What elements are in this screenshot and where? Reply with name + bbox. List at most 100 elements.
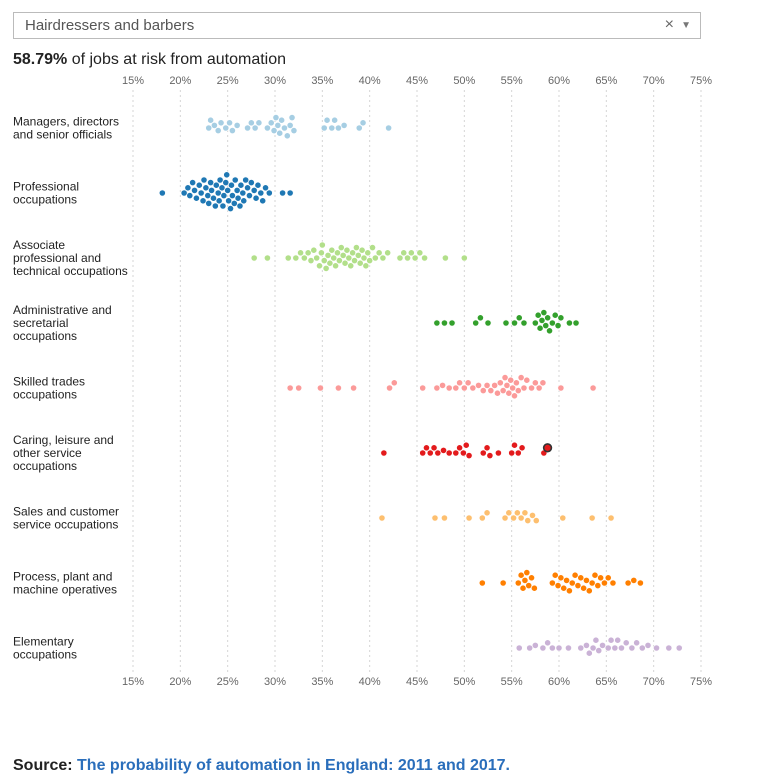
data-point[interactable]	[548, 644, 556, 652]
data-point[interactable]	[517, 514, 525, 522]
data-point[interactable]	[247, 119, 255, 127]
data-point[interactable]	[251, 124, 259, 132]
data-point[interactable]	[496, 379, 504, 387]
data-point[interactable]	[624, 579, 632, 587]
data-point[interactable]	[244, 124, 251, 132]
data-point[interactable]	[483, 444, 491, 452]
data-point[interactable]	[335, 257, 343, 264]
data-point[interactable]	[288, 114, 296, 121]
data-point[interactable]	[286, 189, 294, 197]
data-point[interactable]	[513, 509, 521, 517]
data-point[interactable]	[511, 392, 518, 400]
data-point[interactable]	[423, 444, 430, 452]
data-point[interactable]	[281, 124, 288, 132]
data-point[interactable]	[349, 249, 357, 257]
data-point[interactable]	[276, 129, 284, 137]
data-point[interactable]	[272, 114, 280, 121]
data-point[interactable]	[515, 644, 523, 652]
data-point[interactable]	[479, 387, 487, 394]
data-point[interactable]	[214, 127, 222, 134]
data-point[interactable]	[557, 574, 565, 582]
data-point[interactable]	[340, 122, 348, 129]
data-point[interactable]	[326, 259, 334, 267]
data-point[interactable]	[197, 189, 205, 197]
data-point[interactable]	[591, 571, 599, 579]
data-point[interactable]	[371, 254, 379, 262]
data-point[interactable]	[343, 246, 351, 254]
data-point[interactable]	[441, 514, 448, 522]
data-point[interactable]	[324, 251, 332, 259]
data-point[interactable]	[267, 119, 275, 127]
data-point[interactable]	[499, 387, 507, 394]
data-point[interactable]	[330, 254, 338, 262]
data-point[interactable]	[215, 197, 223, 205]
data-point[interactable]	[563, 576, 570, 584]
data-point[interactable]	[347, 262, 355, 270]
chevron-down-icon[interactable]: ▼	[681, 20, 691, 31]
data-point[interactable]	[191, 187, 198, 194]
data-point[interactable]	[255, 119, 263, 127]
data-point[interactable]	[225, 197, 233, 205]
data-point[interactable]	[335, 384, 342, 392]
data-point[interactable]	[534, 311, 542, 319]
data-point[interactable]	[345, 254, 353, 262]
data-point[interactable]	[317, 384, 324, 392]
data-point[interactable]	[207, 116, 215, 124]
data-point[interactable]	[644, 642, 652, 649]
data-point[interactable]	[503, 381, 511, 389]
data-point[interactable]	[250, 254, 258, 262]
data-point[interactable]	[217, 119, 225, 127]
data-point[interactable]	[530, 584, 538, 592]
data-point[interactable]	[200, 176, 208, 184]
data-point[interactable]	[279, 189, 286, 197]
data-point[interactable]	[244, 184, 251, 192]
data-point[interactable]	[484, 319, 492, 327]
data-point[interactable]	[518, 444, 526, 452]
data-point[interactable]	[540, 309, 548, 316]
data-point[interactable]	[208, 187, 215, 194]
data-point[interactable]	[264, 124, 271, 132]
data-point[interactable]	[292, 254, 300, 262]
data-point[interactable]	[475, 381, 482, 389]
data-point[interactable]	[226, 119, 233, 127]
data-point[interactable]	[571, 571, 579, 579]
data-point[interactable]	[284, 254, 292, 262]
data-point[interactable]	[224, 187, 232, 194]
data-point[interactable]	[630, 576, 638, 584]
data-point[interactable]	[609, 579, 617, 587]
data-point[interactable]	[483, 509, 491, 517]
data-point[interactable]	[212, 181, 220, 189]
data-point[interactable]	[505, 509, 513, 517]
data-point[interactable]	[359, 119, 367, 127]
data-point[interactable]	[486, 452, 494, 459]
data-point[interactable]	[407, 249, 415, 257]
data-point[interactable]	[445, 384, 453, 392]
data-point[interactable]	[362, 262, 370, 270]
data-point[interactable]	[264, 254, 271, 262]
data-point[interactable]	[589, 644, 597, 652]
data-point[interactable]	[286, 122, 294, 129]
data-point[interactable]	[431, 514, 439, 522]
data-point[interactable]	[513, 379, 520, 387]
data-point[interactable]	[283, 132, 291, 140]
data-point[interactable]	[594, 582, 602, 589]
data-point[interactable]	[638, 644, 646, 652]
data-point[interactable]	[320, 257, 328, 264]
data-point[interactable]	[478, 514, 486, 522]
data-point[interactable]	[611, 644, 619, 652]
data-point[interactable]	[514, 449, 522, 457]
data-point[interactable]	[320, 124, 328, 132]
data-point[interactable]	[557, 314, 565, 322]
data-point[interactable]	[509, 384, 517, 392]
data-point[interactable]	[514, 387, 522, 394]
data-point[interactable]	[180, 189, 188, 197]
data-point[interactable]	[574, 582, 582, 589]
data-point[interactable]	[551, 571, 559, 579]
data-point[interactable]	[214, 189, 222, 197]
data-point[interactable]	[353, 244, 360, 251]
data-point[interactable]	[465, 452, 473, 459]
data-point[interactable]	[421, 254, 428, 262]
data-point[interactable]	[526, 644, 534, 652]
data-point[interactable]	[510, 514, 517, 522]
data-point[interactable]	[386, 384, 393, 392]
